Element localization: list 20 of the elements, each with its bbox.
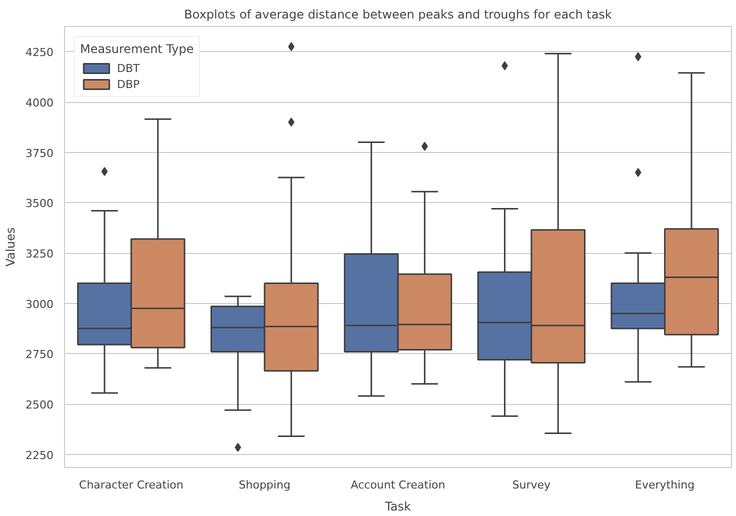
y-axis-title: Values [4,227,18,267]
x-tick-label: Survey [512,478,552,492]
x-tick-label: Shopping [238,478,290,492]
y-tick-label: 4000 [26,96,54,110]
y-tick-label: 3750 [26,146,54,160]
y-tick-label: 2250 [26,448,54,462]
y-tick-label: 2750 [26,348,54,362]
x-axis-title: Task [384,500,411,514]
y-tick-label: 3500 [26,197,54,210]
x-tick-label: Account Creation [350,478,446,492]
y-tick-label: 3000 [26,298,54,311]
x-tick-label: Character Creation [79,478,184,492]
legend-label: DBT [117,61,140,75]
legend-title: Measurement Type [80,42,194,56]
chart-title: Boxplots of average distance between peaks and troughs for each task [184,8,612,22]
y-tick-label: 4250 [26,46,54,60]
legend-label: DBP [117,77,140,91]
x-tick-label: Everything [635,478,695,492]
y-tick-label: 2500 [26,398,54,412]
y-tick-label: 3250 [26,248,54,261]
